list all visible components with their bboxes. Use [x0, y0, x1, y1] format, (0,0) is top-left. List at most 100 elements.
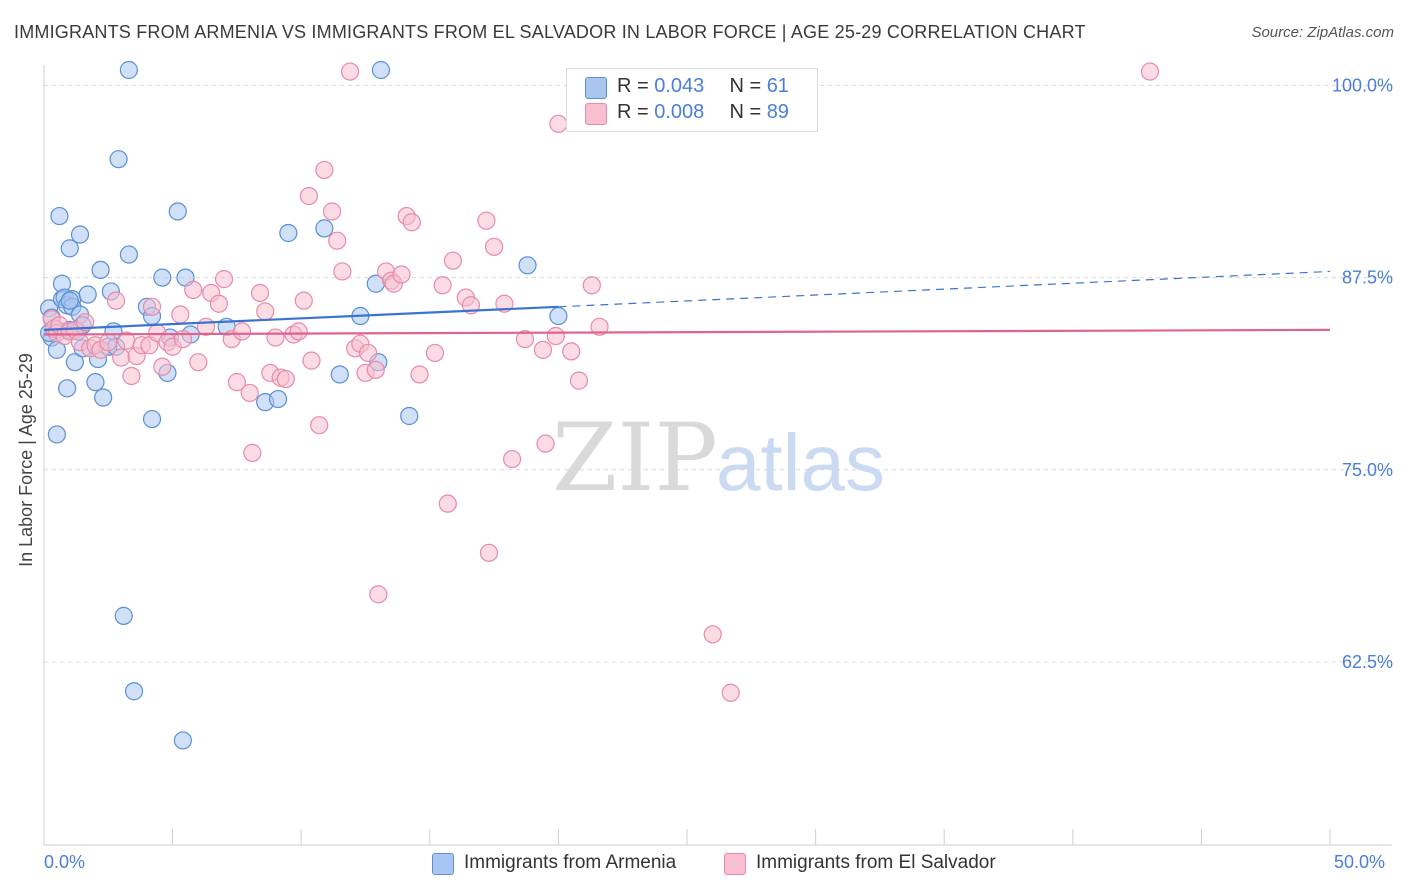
el-salvador-n-label: N =: [729, 101, 762, 123]
armenia-point: [518, 256, 537, 275]
el-salvador-point: [122, 366, 141, 386]
el-salvador-point: [410, 365, 429, 384]
armenia-point: [86, 373, 105, 392]
armenia-trend-extension: [558, 270, 1331, 308]
armenia-point: [114, 606, 133, 625]
el-salvador-point: [310, 416, 329, 435]
el-salvador-point: [549, 114, 568, 133]
el-salvador-point: [333, 262, 352, 281]
el-salvador-point: [443, 251, 463, 270]
y-tick-label: 87.5%: [1342, 268, 1393, 288]
armenia-point: [47, 425, 66, 444]
el-salvador-point: [302, 351, 321, 370]
armenia-point: [50, 206, 69, 226]
y-tick-labels: 100.0% 87.5% 75.0% 62.5%: [1332, 75, 1393, 672]
armenia-point: [549, 306, 568, 326]
el-salvador-point: [485, 237, 504, 256]
chart-title: IMMIGRANTS FROM ARMENIA VS IMMIGRANTS FR…: [14, 22, 1086, 42]
armenia-point: [70, 225, 90, 244]
x-tick-min: 0.0%: [44, 852, 86, 872]
el-salvador-point: [533, 340, 553, 359]
el-salvador-point: [340, 62, 360, 81]
el-salvador-swatch: [585, 103, 607, 125]
el-salvador-point: [243, 443, 262, 462]
armenia-r-value: 0.043: [654, 75, 705, 97]
el-salvador-point: [250, 283, 270, 303]
el-salvador-point: [196, 317, 216, 336]
armenia-point: [91, 260, 110, 280]
armenia-point: [78, 285, 97, 304]
el-salvador-point: [546, 326, 565, 346]
armenia-point: [119, 60, 138, 80]
armenia-point: [279, 223, 298, 243]
grid-lines: [44, 84, 1392, 663]
y-tick-label: 75.0%: [1342, 460, 1393, 480]
watermark: ZIP atlas: [552, 404, 885, 513]
el-salvador-point: [721, 683, 740, 702]
el-salvador-point: [562, 342, 581, 361]
el-salvador-point: [328, 231, 347, 250]
el-salvador-point: [171, 305, 190, 324]
el-salvador-point: [569, 371, 589, 390]
legend-el-salvador-label: Immigrants from El Salvador: [756, 852, 996, 873]
el-salvador-point: [477, 211, 496, 230]
stats-box: R = 0.043 N = 61 R = 0.008 N = 89: [566, 68, 818, 132]
armenia-point: [168, 202, 187, 221]
trend-lines: [43, 270, 1331, 336]
el-salvador-point: [366, 360, 385, 379]
armenia-n-label: N =: [729, 75, 762, 97]
el-salvador-point: [209, 294, 228, 313]
armenia-point: [65, 353, 84, 372]
el-salvador-point: [438, 494, 457, 513]
armenia-n-value: 61: [766, 75, 789, 97]
y-tick-label: 62.5%: [1342, 652, 1393, 672]
el-salvador-point: [402, 213, 421, 232]
el-salvador-point: [703, 625, 722, 644]
el-salvador-point: [240, 383, 259, 403]
el-salvador-point: [479, 543, 499, 562]
el-salvador-point: [515, 329, 535, 349]
armenia-point: [330, 365, 349, 384]
el-salvador-point: [76, 313, 95, 332]
legend-armenia-swatch: [432, 853, 454, 875]
el-salvador-trend-line: [43, 328, 1331, 336]
el-salvador-point: [289, 322, 308, 341]
el-salvador-point: [106, 291, 126, 310]
legend-el-salvador-swatch: [724, 853, 746, 875]
armenia-r-label: R =: [617, 75, 649, 97]
el-salvador-point: [276, 369, 295, 389]
el-salvador-point: [392, 265, 411, 284]
el-salvador-point: [425, 343, 445, 363]
el-salvador-point: [358, 343, 378, 363]
el-salvador-point: [433, 276, 452, 295]
el-salvador-point: [153, 357, 172, 376]
el-salvador-point: [184, 280, 203, 299]
axes: [43, 65, 1392, 846]
el-salvador-point: [112, 348, 131, 367]
legend-armenia-label: Immigrants from Armenia: [464, 852, 677, 873]
el-salvador-point: [1140, 62, 1160, 81]
el-salvador-point: [369, 585, 388, 604]
source-label: Source: ZipAtlas.com: [1251, 24, 1394, 41]
el-salvador-point: [99, 333, 118, 352]
el-salvador-point: [503, 449, 522, 469]
el-salvador-point: [582, 276, 601, 295]
armenia-point: [60, 239, 79, 258]
x-tick-max: 50.0%: [1334, 852, 1386, 872]
el-salvador-n-value: 89: [766, 101, 789, 123]
el-salvador-point: [536, 434, 555, 453]
armenia-point: [371, 60, 391, 80]
el-salvador-point: [315, 160, 334, 180]
watermark-zip: ZIP: [552, 404, 718, 513]
el-salvador-point: [322, 202, 342, 221]
el-salvador-point: [227, 373, 246, 392]
armenia-point: [315, 219, 334, 238]
el-salvador-point: [266, 328, 285, 347]
armenia-point: [124, 682, 144, 701]
el-salvador-point: [590, 317, 609, 336]
el-salvador-point: [299, 186, 319, 206]
data-points: [40, 60, 1160, 750]
armenia-point: [94, 388, 113, 407]
armenia-point: [400, 406, 419, 426]
